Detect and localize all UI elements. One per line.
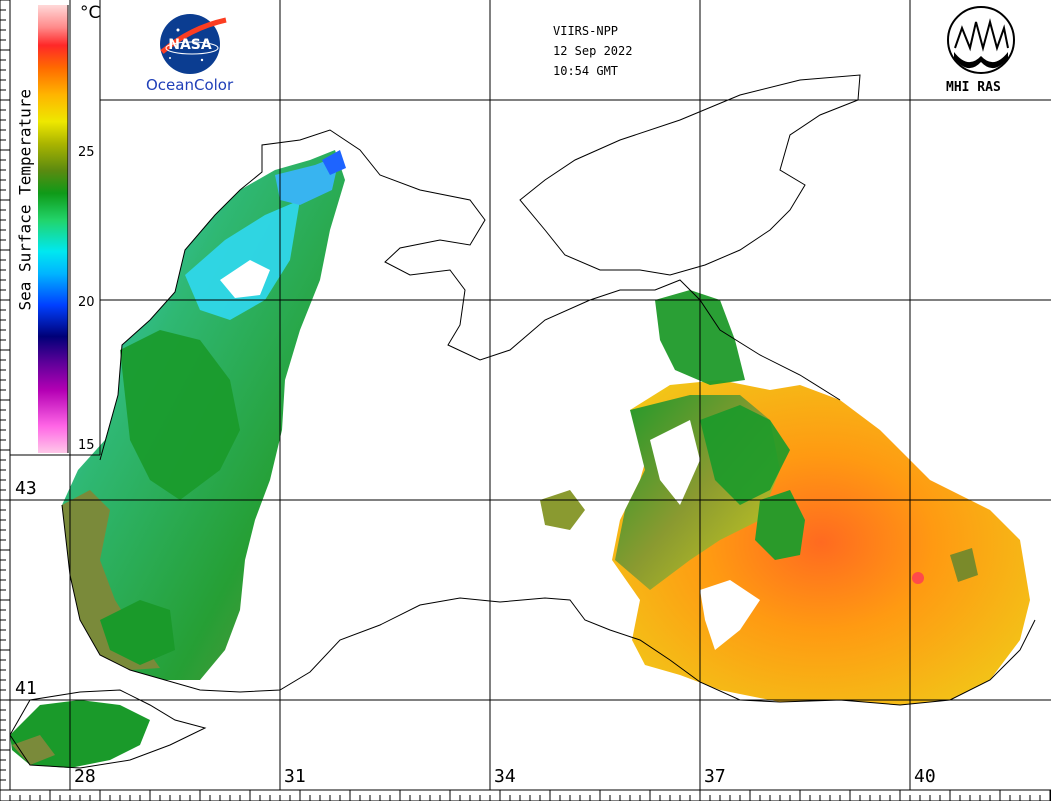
sst-field-east [540, 290, 1030, 705]
nasa-logo: NASA [160, 14, 227, 74]
mhi-logo [947, 6, 1015, 74]
colorbar-tick-15: 15 [78, 438, 95, 453]
lon-label-40: 40 [914, 766, 936, 787]
lat-label-43: 43 [15, 478, 37, 499]
colorbar-tick-20: 20 [78, 295, 95, 310]
sst-field-west [10, 150, 346, 768]
nasa-logo-text: NASA [168, 37, 212, 53]
colorbar-title: Sea Surface Temperature [15, 88, 35, 311]
oceancolor-label: OceanColor [146, 76, 234, 94]
lon-label-34: 34 [494, 766, 516, 787]
time-label: 10:54 GMT [553, 64, 619, 78]
lat-label-41: 41 [15, 678, 37, 699]
lon-label-28: 28 [74, 766, 96, 787]
colorbar-unit: °C [80, 3, 101, 23]
date-label: 12 Sep 2022 [553, 44, 633, 58]
lon-label-31: 31 [284, 766, 306, 787]
colorbar-tick-25: 25 [78, 145, 95, 160]
colorbar-swatch [38, 5, 68, 453]
sensor-label: VIIRS-NPP [553, 24, 619, 38]
mhi-ras-label: MHI RAS [946, 80, 1001, 95]
coastline [9, 74, 1036, 769]
lon-label-37: 37 [704, 766, 726, 787]
